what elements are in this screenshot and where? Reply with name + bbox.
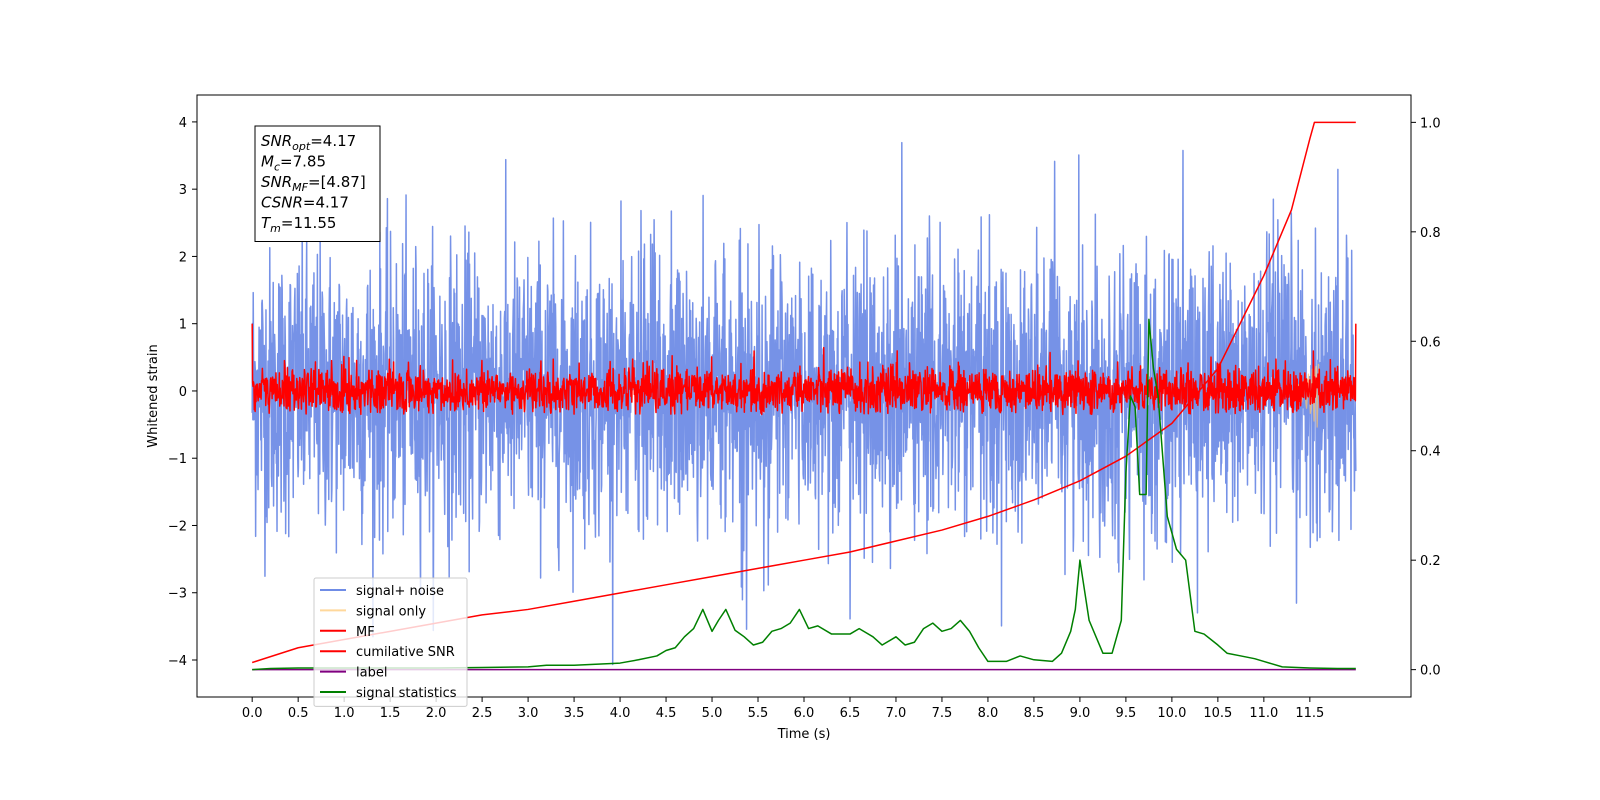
x-tick-label: 9.5 <box>1116 706 1137 721</box>
legend: signal+ noise signal only MF cumilative SNR… <box>313 577 468 707</box>
x-tick-label: 11.5 <box>1295 706 1324 721</box>
x-tick-label: 7.5 <box>932 706 953 721</box>
y-tick-label: −4 <box>168 654 187 669</box>
y-tick-label: −3 <box>168 587 187 602</box>
legend-label: label <box>356 666 387 681</box>
y-tick-label: 1 <box>179 318 187 333</box>
y-axis-label: Whitened strain <box>146 344 161 447</box>
legend-label: MF <box>356 625 375 640</box>
x-tick-label: 4.0 <box>610 706 631 721</box>
x-tick-label: 2.5 <box>472 706 493 721</box>
y-tick-label: −1 <box>168 452 187 467</box>
legend-frame <box>313 577 468 707</box>
y2-axis-ticks: 0.0 0.2 0.4 0.6 0.8 1.0 <box>1411 116 1441 679</box>
x-axis-ticks: 0.0 0.5 1.0 1.5 2.0 2.5 3.0 3.5 4.0 4.5 5.0 5.5 6.0 6… <box>242 697 1324 721</box>
y2-tick-label: 0.0 <box>1420 664 1441 679</box>
annotation-line: SNRopt=4.17 <box>261 132 356 153</box>
legend-label: signal only <box>356 604 426 619</box>
y2-tick-label: 0.8 <box>1420 226 1441 241</box>
annotation-line: CSNR=4.17 <box>261 194 349 212</box>
x-tick-label: 0.0 <box>242 706 263 721</box>
y-tick-label: −2 <box>168 519 187 534</box>
x-tick-label: 4.5 <box>656 706 677 721</box>
annotation-frame <box>254 125 381 242</box>
x-tick-label: 6.5 <box>840 706 861 721</box>
x-tick-label: 6.0 <box>794 706 815 721</box>
x-tick-label: 7.0 <box>886 706 907 721</box>
annotation-line: Mc=7.85 <box>261 153 326 174</box>
x-tick-label: 3.5 <box>564 706 585 721</box>
y2-tick-label: 1.0 <box>1420 116 1441 131</box>
y2-tick-label: 0.2 <box>1420 554 1441 569</box>
x-axis-label: Time (s) <box>777 727 831 742</box>
x-tick-label: 2.0 <box>426 706 447 721</box>
x-tick-label: 1.5 <box>380 706 401 721</box>
x-tick-label: 9.0 <box>1070 706 1091 721</box>
x-tick-label: 10.5 <box>1203 706 1232 721</box>
y-tick-label: 3 <box>179 183 187 198</box>
x-tick-label: 0.5 <box>288 706 309 721</box>
legend-label: signal statistics <box>356 686 457 701</box>
series-line-signal-statistics <box>252 318 1356 671</box>
y-tick-label: 0 <box>179 385 187 400</box>
x-tick-label: 5.0 <box>702 706 723 721</box>
y2-tick-label: 0.4 <box>1420 445 1441 460</box>
y2-tick-label: 0.6 <box>1420 335 1441 350</box>
x-tick-label: 3.0 <box>518 706 539 721</box>
y-tick-label: 2 <box>179 250 187 265</box>
x-tick-label: 8.0 <box>978 706 999 721</box>
legend-label: signal+ noise <box>356 584 444 599</box>
series-line-signal-noise <box>251 141 1357 666</box>
series-line-mf <box>251 323 1357 416</box>
x-tick-label: 5.5 <box>748 706 769 721</box>
x-tick-label: 11.0 <box>1249 706 1278 721</box>
y-axis-ticks: −4 −3 −2 −1 0 1 2 3 4 <box>168 116 197 669</box>
x-tick-label: 8.5 <box>1024 706 1045 721</box>
legend-label: cumilative SNR <box>356 645 455 660</box>
x-tick-label: 1.0 <box>334 706 355 721</box>
annotation-line: SNRMF=[4.87] <box>261 173 366 194</box>
annotation-line: Tm=11.55 <box>261 214 336 235</box>
y-tick-label: 4 <box>179 116 187 131</box>
x-tick-label: 10.0 <box>1157 706 1186 721</box>
